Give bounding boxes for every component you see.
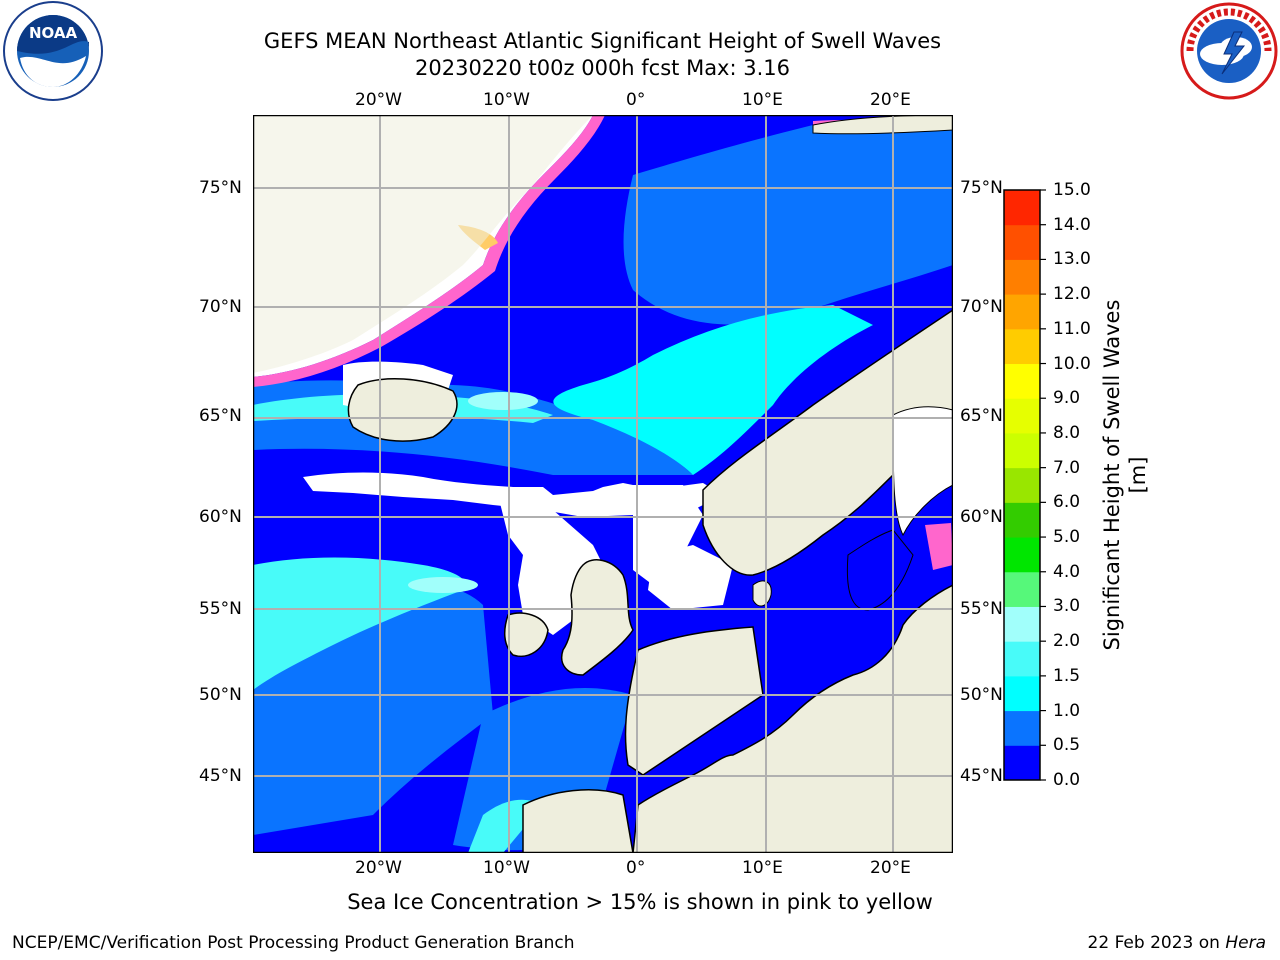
colorbar-tick-label: 8.0 (1053, 422, 1081, 443)
lat-label-left-45n: 45°N (199, 766, 242, 786)
colorbar-swatch (1004, 432, 1040, 469)
colorbar-swatch (1004, 641, 1040, 677)
colorbar-label: Significant Height of Swell Waves [m] (1100, 299, 1150, 651)
scandinavia-europe (632, 309, 953, 853)
lon-label-bottom-20w: 20°W (355, 858, 402, 878)
no-data-region (303, 472, 723, 517)
colorbar-swatch (1004, 675, 1040, 712)
nws-logo (1178, 2, 1280, 100)
map-title: GEFS MEAN Northeast Atlantic Significant… (263, 29, 942, 53)
lon-label-bottom-20e: 20°E (870, 858, 911, 878)
lat-label-right-60n: 60°N (960, 507, 1003, 527)
noaa-logo: NOAA (2, 0, 104, 102)
swell-height-map (252, 114, 954, 857)
colorbar-tick-label: 1.5 (1053, 665, 1081, 686)
colorbar-swatch (1004, 502, 1040, 538)
colorbar-tick-label: 6.0 (1053, 492, 1081, 513)
lat-label-right-75n: 75°N (960, 178, 1003, 198)
footer-right: 22 Feb 2023 on Hera (1088, 933, 1266, 953)
lat-label-left-60n: 60°N (199, 507, 242, 527)
iberia (522, 789, 634, 853)
colorbar-swatch (1004, 467, 1040, 503)
lon-label-top-10e: 10°E (742, 90, 783, 110)
noaa-logo-text: NOAA (29, 24, 78, 42)
colorbar-swatch (1004, 224, 1040, 260)
lat-label-right-50n: 50°N (960, 685, 1003, 705)
map-frame (252, 114, 954, 854)
graticule (253, 115, 953, 853)
colorbar-tick-label: 7.0 (1053, 457, 1081, 478)
colorbar-swatch (1004, 363, 1040, 399)
lat-label-left-75n: 75°N (199, 178, 242, 198)
lat-label-left-70n: 70°N (199, 297, 242, 317)
colorbar (1003, 189, 1049, 785)
colorbar-tick-label: 10.0 (1053, 353, 1091, 374)
lon-label-bottom-10e: 10°E (742, 858, 783, 878)
swell-cyan-band (553, 305, 873, 475)
great-britain (561, 559, 634, 676)
sea-ice-caption: Sea Ice Concentration > 15% is shown in … (347, 890, 933, 914)
colorbar-frame (1003, 189, 1041, 781)
ireland (503, 612, 549, 657)
colorbar-tick-label: 5.0 (1053, 527, 1081, 548)
lat-label-left-50n: 50°N (199, 685, 242, 705)
iceland (347, 378, 458, 442)
lon-label-top-20w: 20°W (355, 90, 402, 110)
colorbar-swatch (1004, 571, 1040, 607)
footer-host: Hera (1225, 933, 1266, 953)
colorbar-tick-label: 13.0 (1053, 249, 1091, 270)
footer-left: NCEP/EMC/Verification Post Processing Pr… (12, 933, 575, 953)
colorbar-swatch (1004, 259, 1040, 295)
colorbar-tick-label: 0.5 (1053, 735, 1081, 756)
lon-label-bottom-10w: 10°W (483, 858, 530, 878)
footer-date: 22 Feb 2023 on (1087, 933, 1226, 953)
colorbar-tick-label: 9.0 (1053, 388, 1081, 409)
colorbar-swatch (1004, 190, 1040, 226)
colorbar-swatch (1004, 328, 1040, 365)
norwegian-sea-swell (623, 120, 953, 325)
colorbar-tick-label: 4.0 (1053, 561, 1081, 582)
lon-label-top-0: 0° (626, 90, 646, 110)
lat-label-right-45n: 45°N (960, 766, 1003, 786)
lat-label-left-55n: 55°N (199, 599, 242, 619)
colorbar-swatch (1004, 294, 1040, 330)
colorbar-swatch (1004, 745, 1040, 781)
colorbar-tick-label: 11.0 (1053, 318, 1091, 339)
colorbar-tick-label: 2.0 (1053, 631, 1081, 652)
colorbar-tick-label: 15.0 (1053, 180, 1091, 200)
france (624, 626, 764, 776)
colorbar-swatch (1004, 537, 1040, 573)
lat-label-right-65n: 65°N (960, 406, 1003, 426)
lat-label-right-55n: 55°N (960, 599, 1003, 619)
colorbar-swatch (1004, 710, 1040, 746)
lat-label-right-70n: 70°N (960, 297, 1003, 317)
colorbar-tick-label: 12.0 (1053, 284, 1091, 305)
map-subtitle: 20230220 t00z 000h fcst Max: 3.16 (415, 56, 790, 80)
lon-label-top-10w: 10°W (483, 90, 530, 110)
colorbar-swatch (1004, 398, 1040, 434)
lon-label-top-20e: 20°E (870, 90, 911, 110)
colorbar-swatch (1004, 606, 1040, 642)
lat-label-left-65n: 65°N (199, 406, 242, 426)
colorbar-tick-label: 1.0 (1053, 700, 1081, 721)
colorbar-tick-label: 14.0 (1053, 214, 1091, 235)
colorbar-tick-label: 0.0 (1053, 770, 1081, 790)
lon-label-bottom-0: 0° (626, 858, 646, 878)
colorbar-tick-label: 3.0 (1053, 596, 1081, 617)
